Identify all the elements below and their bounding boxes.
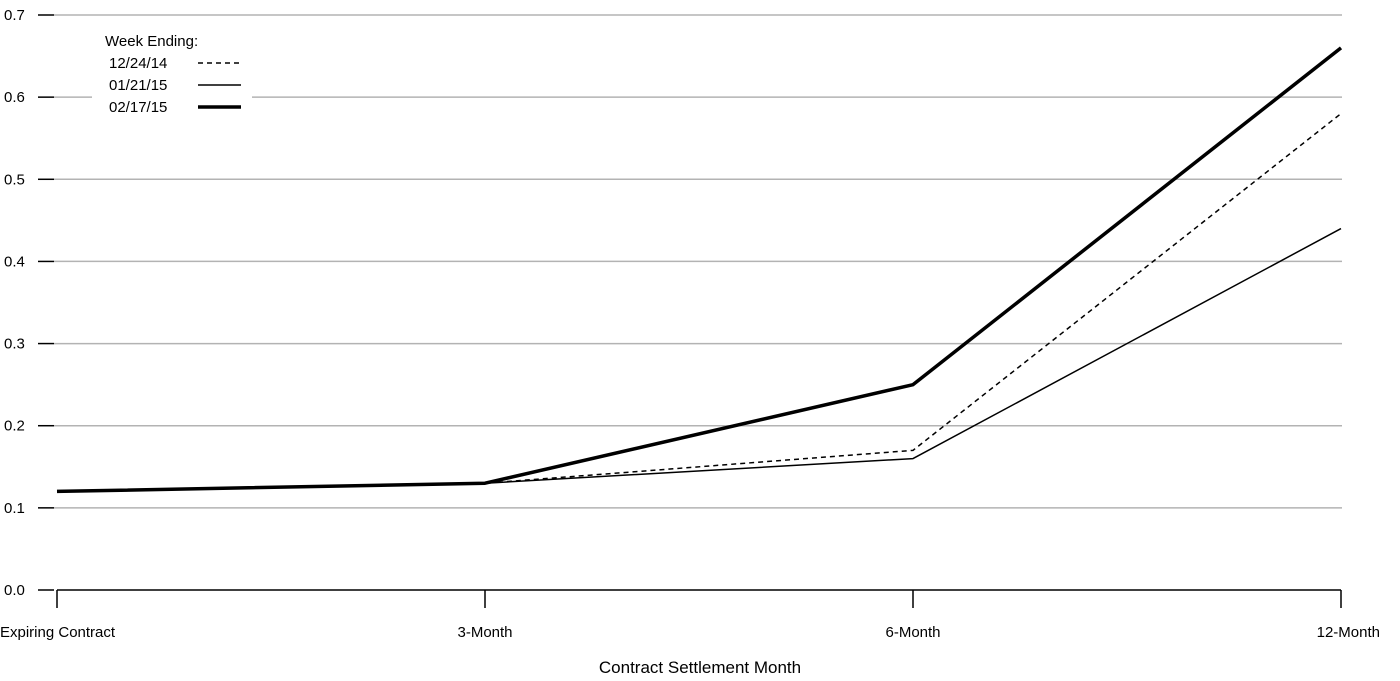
series-line-2 [56,46,1343,494]
legend: Week Ending: 12/24/14 01/21/15 02/17/15 [92,26,252,122]
y-tick-label-4: 0.4 [4,253,25,270]
x-tick-label-0: Expiring Contract [0,624,116,641]
series-line-0 [56,112,1342,493]
x-axis-title: Contract Settlement Month [599,658,801,677]
x-tick-label-2: 6-Month [885,624,940,641]
y-tick-label-5: 0.5 [4,171,25,188]
gridlines [54,14,1342,509]
y-tick-label-0: 0.0 [4,582,25,599]
y-tick-label-1: 0.1 [4,500,25,517]
x-tick-label-1: 3-Month [457,624,512,641]
legend-label-1: 01/21/15 [109,77,167,94]
y-tick-label-6: 0.6 [4,89,25,106]
y-tick-label-3: 0.3 [4,336,25,353]
legend-title: Week Ending: [105,33,198,50]
series-lines [56,46,1343,494]
axes: 0.0 0.1 0.2 0.3 0.4 0.5 0.6 0.7 Expiring Contrac… [0,7,1380,641]
series-line-1 [56,227,1342,493]
y-tick-label-7: 0.7 [4,7,25,24]
x-tick-label-3: 12-Month [1317,624,1380,641]
legend-label-2: 02/17/15 [109,99,167,116]
y-tick-label-2: 0.2 [4,418,25,435]
legend-label-0: 12/24/14 [109,55,167,72]
